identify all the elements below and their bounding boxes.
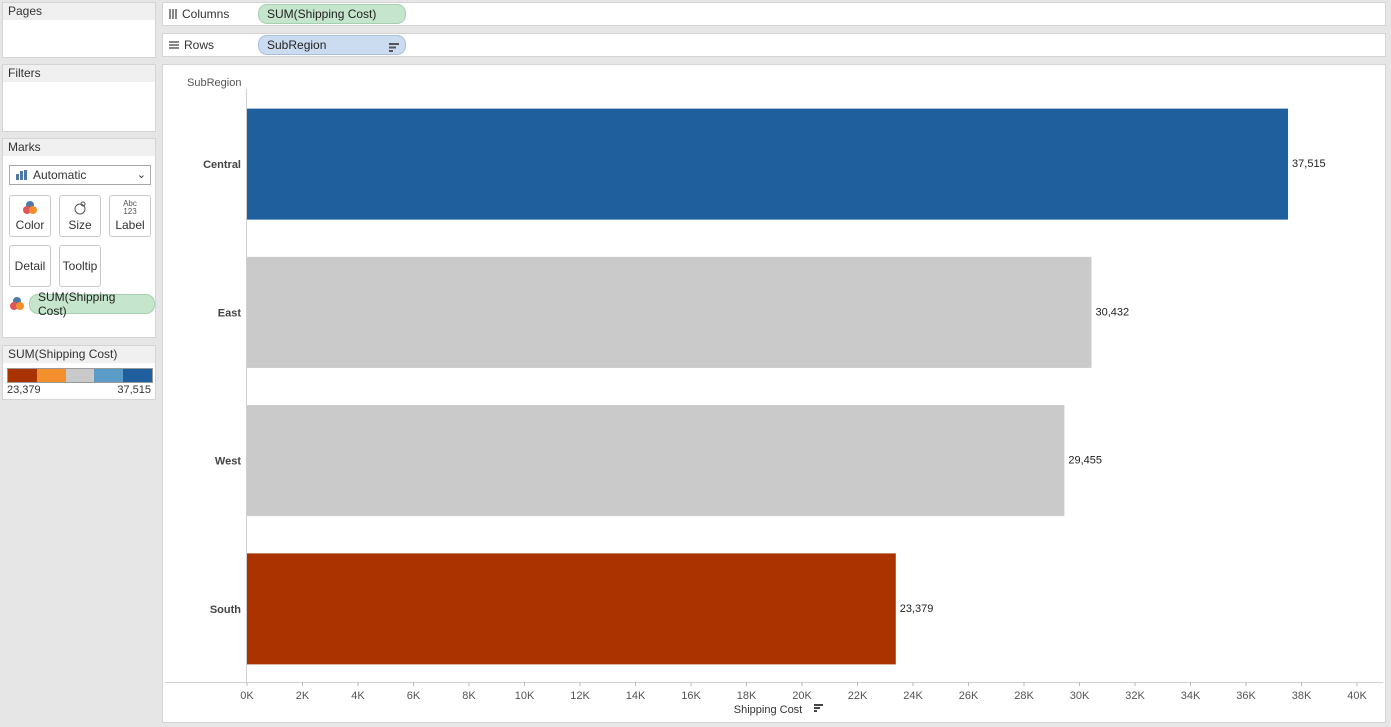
x-tick-label: 14K [626,690,646,702]
category-label: Central [203,159,241,171]
color-legend-card: SUM(Shipping Cost) 23,379 37,515 [2,345,156,400]
bar-central [247,108,1289,220]
rows-icon [169,41,179,49]
x-tick-label: 26K [959,690,979,702]
bar-chart: SubRegion Central 37,515 East 30,432 West 29,4… [165,77,1383,716]
category-label: South [210,604,241,616]
bar-west [247,405,1065,517]
columns-pill[interactable]: SUM(Shipping Cost) [258,4,406,24]
chevron-down-icon: ⌄ [136,169,146,181]
pages-card: Pages [2,2,156,58]
x-tick-label: 38K [1292,690,1312,702]
sort-icon [389,41,399,55]
value-label: 30,432 [1095,306,1129,318]
legend-swatch [65,369,95,382]
legend-swatch [8,369,37,382]
legend-swatch [94,369,124,382]
color-encoding-icon [9,296,25,315]
x-tick-label: 18K [737,690,757,702]
x-axis-title: Shipping Cost [734,704,803,716]
category-label: West [215,456,241,468]
x-tick-label: 32K [1125,690,1145,702]
columns-shelf[interactable]: Columns SUM(Shipping Cost) [162,2,1386,26]
x-tick-label: 28K [1014,690,1034,702]
color-field-pill[interactable]: SUM(Shipping Cost) [29,290,155,318]
color-legend-ramp [7,368,153,383]
x-tick-label: 22K [848,690,868,702]
label-button-label: Label [115,218,145,232]
legend-swatch [36,369,66,382]
bar-chart-icon [16,170,27,180]
label-button[interactable]: Abc 123 Label [109,195,151,237]
x-tick-label: 8K [462,690,476,702]
rows-pill-label: SubRegion [267,38,327,52]
x-tick-label: 20K [792,690,812,702]
size-icon [72,200,88,216]
mark-type-value: Automatic [33,168,87,182]
x-tick-label: 34K [1181,690,1201,702]
detail-button[interactable]: Detail [9,245,51,287]
x-tick-label: 30K [1070,690,1090,702]
pages-title: Pages [3,3,155,20]
legend-title: SUM(Shipping Cost) [3,346,155,363]
rows-pill[interactable]: SubRegion [258,35,406,55]
color-button[interactable]: Color [9,195,51,237]
axis-sort-icon [814,707,820,709]
rows-shelf[interactable]: Rows SubRegion [162,33,1386,57]
x-tick-label: 0K [240,690,254,702]
bar-east [247,256,1092,368]
x-tick-label: 6K [407,690,421,702]
color-icon [22,200,38,216]
x-tick-label: 2K [296,690,310,702]
legend-max-value: 37,515 [117,384,151,396]
value-label: 29,455 [1068,455,1102,467]
category-label: East [218,307,242,319]
detail-button-label: Detail [14,259,46,273]
color-button-label: Color [15,218,45,232]
columns-label: Columns [182,7,230,21]
color-field-pill-label: SUM(Shipping Cost) [38,290,116,318]
x-tick-label: 12K [570,690,590,702]
x-tick-label: 40K [1347,690,1367,702]
mark-type-dropdown[interactable]: Automatic ⌄ [9,165,151,185]
x-tick-label: 24K [903,690,923,702]
x-tick-label: 36K [1236,690,1256,702]
columns-shelf-label: Columns [169,7,229,21]
x-tick-label: 16K [681,690,701,702]
columns-icon [169,9,177,19]
bar-south [247,553,896,665]
legend-swatch [123,369,152,382]
tooltip-button-label: Tooltip [62,259,98,273]
x-tick-label: 4K [351,690,365,702]
columns-pill-label: SUM(Shipping Cost) [267,7,377,21]
size-button[interactable]: Size [59,195,101,237]
marks-title: Marks [3,139,155,156]
axis-sort-icon [814,704,823,706]
legend-min-value: 23,379 [7,384,41,396]
value-label: 37,515 [1292,158,1326,170]
rows-label: Rows [184,38,215,52]
label-icon: Abc 123 [123,199,137,216]
axis-sort-icon [814,710,817,712]
filters-card[interactable]: Filters [2,64,156,132]
x-tick-label: 10K [515,690,535,702]
rows-shelf-label: Rows [169,38,214,52]
filters-title: Filters [3,65,155,82]
marks-card: Marks Automatic ⌄ Color Size Abc 123 Labe… [2,138,156,338]
row-header: SubRegion [187,77,241,89]
chart-view: SubRegion Central 37,515 East 30,432 West 29,4… [162,64,1386,723]
value-label: 23,379 [900,603,934,615]
tooltip-button[interactable]: Tooltip [59,245,101,287]
size-button-label: Size [68,218,92,232]
